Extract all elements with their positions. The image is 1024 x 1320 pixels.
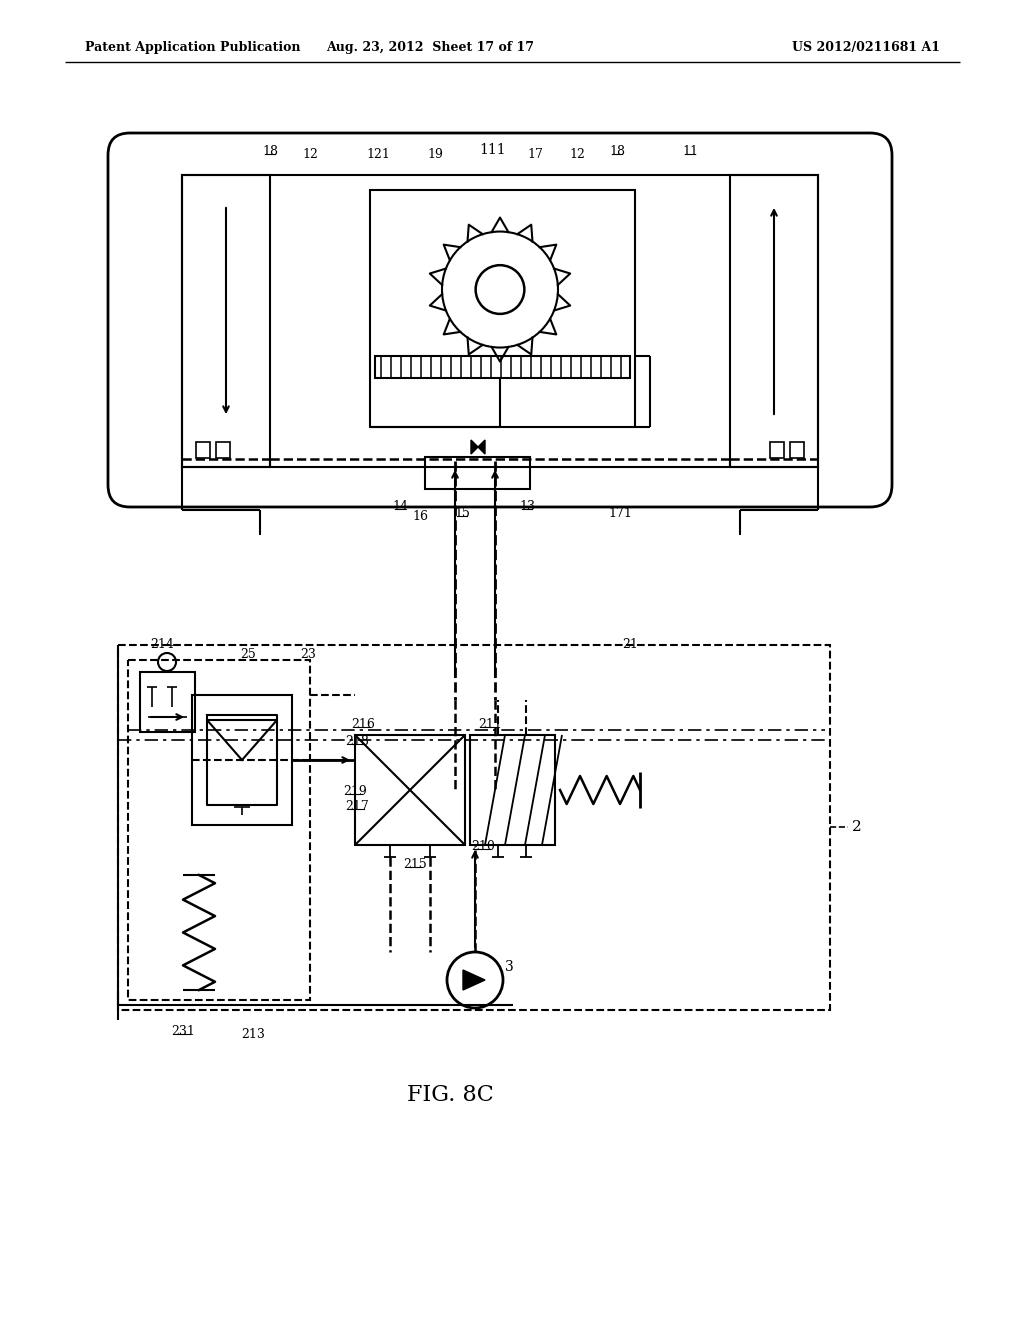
Text: 215: 215 (403, 858, 427, 871)
Bar (216, 442, 230, 458)
Text: 121: 121 (366, 148, 390, 161)
Text: 19: 19 (427, 148, 443, 161)
Polygon shape (463, 970, 485, 990)
Text: 214: 214 (150, 638, 174, 651)
Text: 216: 216 (351, 718, 375, 731)
Polygon shape (478, 440, 485, 454)
Text: Aug. 23, 2012  Sheet 17 of 17: Aug. 23, 2012 Sheet 17 of 17 (326, 41, 534, 54)
Text: 217: 217 (345, 800, 369, 813)
Bar (470, 735, 555, 845)
Text: 171: 171 (608, 507, 632, 520)
Text: FIG. 8C: FIG. 8C (407, 1084, 494, 1106)
Text: 111: 111 (479, 143, 506, 157)
Text: 16: 16 (412, 510, 428, 523)
Bar (196, 442, 210, 458)
Polygon shape (471, 440, 478, 454)
Text: 18: 18 (609, 145, 625, 158)
Bar (770, 442, 784, 458)
Text: 218: 218 (345, 735, 369, 748)
Bar (730, 176, 818, 467)
Bar (182, 176, 270, 467)
Bar (425, 457, 530, 488)
Text: 21: 21 (622, 638, 638, 651)
Text: 25: 25 (240, 648, 256, 661)
Bar (182, 176, 818, 467)
Text: 231: 231 (171, 1026, 195, 1038)
Text: 18: 18 (262, 145, 278, 158)
Bar (790, 442, 804, 458)
Text: 23: 23 (300, 648, 316, 661)
Text: 14: 14 (392, 500, 408, 513)
Bar (375, 355, 630, 378)
Text: 15: 15 (454, 507, 470, 520)
Bar (355, 735, 465, 845)
Bar (128, 660, 310, 1001)
Text: 219: 219 (343, 785, 367, 799)
Text: 211: 211 (478, 718, 502, 731)
Text: 12: 12 (569, 148, 585, 161)
Text: Patent Application Publication: Patent Application Publication (85, 41, 300, 54)
Text: 13: 13 (519, 500, 535, 513)
Text: 210: 210 (471, 840, 495, 853)
Text: 213: 213 (241, 1028, 265, 1041)
Bar (118, 645, 830, 1010)
Bar (370, 190, 635, 426)
Text: 12: 12 (302, 148, 317, 161)
Bar (140, 672, 195, 733)
Text: 3: 3 (505, 960, 514, 974)
Text: US 2012/0211681 A1: US 2012/0211681 A1 (792, 41, 940, 54)
Bar (193, 696, 292, 825)
Text: 2: 2 (852, 820, 862, 834)
Text: 17: 17 (527, 148, 543, 161)
Text: 11: 11 (682, 145, 698, 158)
